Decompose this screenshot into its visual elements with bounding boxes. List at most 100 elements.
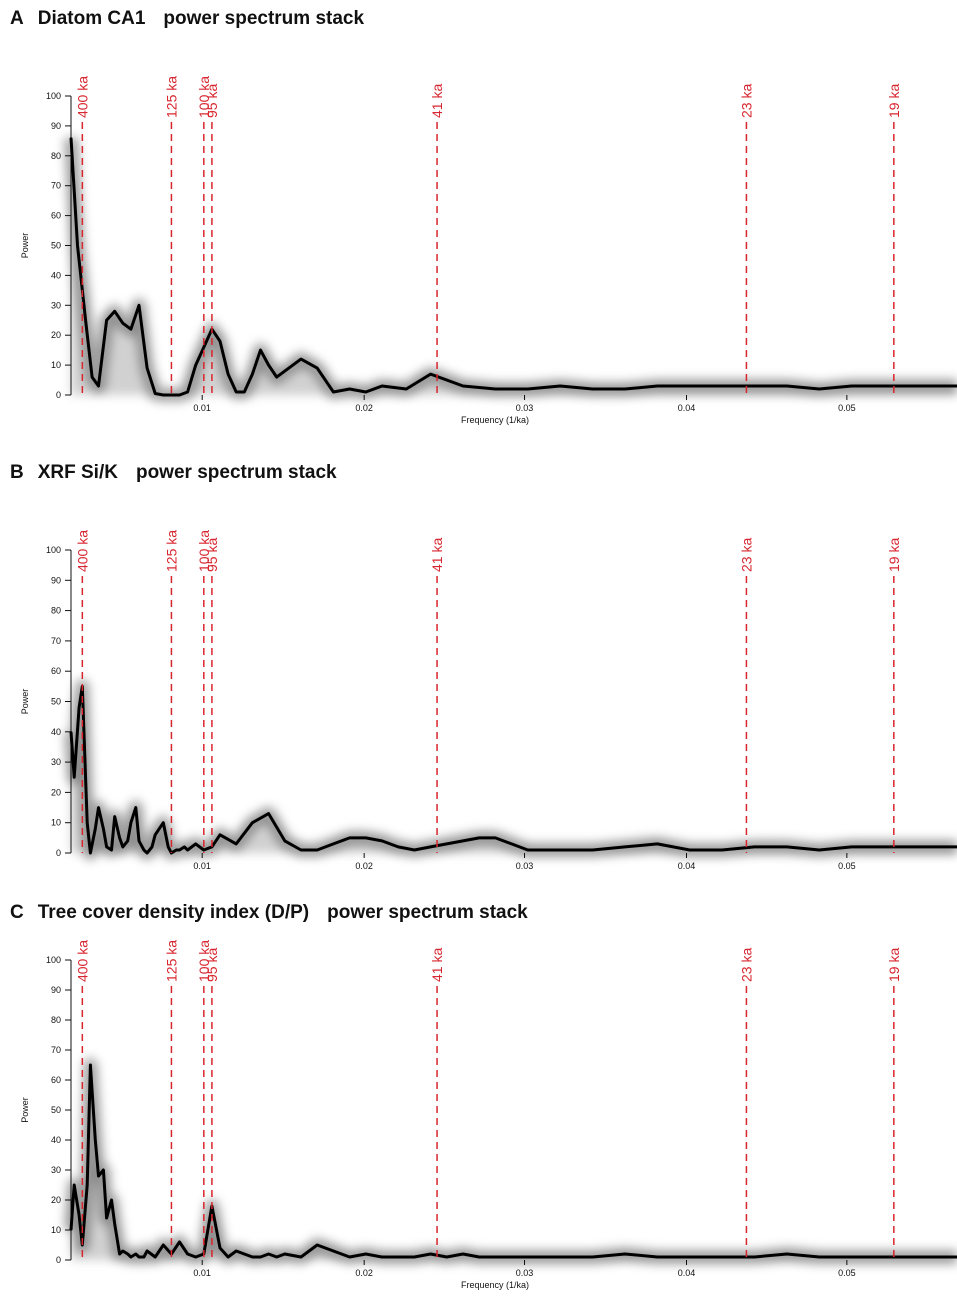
data-point <box>138 1256 140 1258</box>
data-point <box>405 388 408 390</box>
data-point <box>251 1256 254 1258</box>
data-point <box>818 388 821 390</box>
series-line <box>69 137 957 397</box>
y-tick-label: 90 <box>51 985 61 995</box>
data-point <box>332 1250 335 1252</box>
data-point <box>70 730 72 733</box>
panel-c-title-main: Tree cover density index (D/P) <box>37 902 310 923</box>
y-tick-label: 60 <box>51 211 61 221</box>
data-point <box>154 1256 157 1258</box>
data-point <box>259 1256 262 1258</box>
chart-b: 0 10 20 30 40 50 60 70 80 90 100 Power 0.01 0.02 0.03 0… <box>20 530 957 874</box>
period-marker-label: 400 ka <box>74 530 90 572</box>
y-axis-title: Power <box>20 689 30 715</box>
x-tick-label: 0.02 <box>355 403 373 413</box>
data-point <box>688 1256 691 1258</box>
data-point <box>146 1250 149 1252</box>
data-point <box>105 846 108 848</box>
panel-b-title: B XRF Si/K power spectrum stack <box>10 462 337 483</box>
data-point <box>413 1256 416 1258</box>
data-point <box>202 346 205 349</box>
x-tick-label: 0.03 <box>516 861 534 871</box>
data-point <box>267 812 270 815</box>
y-tick-label: 70 <box>51 1045 61 1055</box>
y-tick-label: 80 <box>51 151 61 161</box>
data-point <box>138 304 140 307</box>
x-tick-label: 0.04 <box>678 1268 696 1278</box>
x-tick-label: 0.03 <box>516 403 534 413</box>
data-point <box>259 349 262 351</box>
panel-c: C Tree cover density index (D/P) power spe… <box>0 902 957 1294</box>
data-point <box>102 827 105 830</box>
x-tick-label: 0.03 <box>516 1268 534 1278</box>
period-marker-label: 400 ka <box>74 940 90 982</box>
data-point <box>183 846 186 848</box>
y-tick-label: 40 <box>51 1135 61 1145</box>
data-point <box>753 385 756 387</box>
y-tick-label: 20 <box>51 787 61 797</box>
data-point <box>251 373 254 375</box>
data-point <box>624 1253 626 1255</box>
y-tick-label: 10 <box>51 1225 61 1235</box>
data-point <box>348 837 351 839</box>
data-point <box>656 1256 659 1258</box>
period-marker-label: 100 ka <box>196 76 212 118</box>
y-tick-label: 30 <box>51 757 61 767</box>
data-point <box>219 833 221 836</box>
panel-a-title: A Diatom CA1 power spectrum stack <box>10 8 365 29</box>
data-point <box>267 364 270 366</box>
x-tick-label: 0.01 <box>193 403 211 413</box>
period-marker-label: 125 ka <box>163 76 179 118</box>
data-point <box>167 846 170 848</box>
data-point <box>121 322 124 325</box>
y-tick-label: 20 <box>51 330 61 340</box>
data-point <box>883 846 885 848</box>
data-point <box>283 840 286 842</box>
y-tick-label: 0 <box>56 1255 61 1265</box>
period-marker-label: 41 ka <box>429 84 445 118</box>
y-tick-label: 0 <box>56 848 61 858</box>
data-point <box>194 364 197 366</box>
period-marker-label: 95 ka <box>204 948 220 982</box>
data-point <box>494 837 497 839</box>
y-tick-label: 100 <box>46 91 61 101</box>
data-point <box>118 837 121 839</box>
period-marker-label: 23 ka <box>738 84 754 118</box>
y-tick-label: 100 <box>46 955 61 965</box>
data-point <box>235 843 238 845</box>
data-point <box>300 849 302 851</box>
data-point <box>381 1256 383 1258</box>
period-marker-label: 19 ka <box>886 538 902 572</box>
data-point <box>162 394 165 396</box>
data-point <box>151 846 153 848</box>
data-point <box>118 1253 121 1255</box>
data-point <box>162 1244 165 1246</box>
x-tick-label: 0.01 <box>193 861 211 871</box>
data-point <box>178 1241 181 1243</box>
data-point <box>656 385 659 387</box>
data-point <box>494 388 497 390</box>
data-point <box>130 1256 132 1258</box>
data-point <box>138 840 140 842</box>
data-point <box>134 1253 137 1255</box>
data-point <box>316 849 319 851</box>
data-point <box>915 385 918 387</box>
period-marker-label: 95 ka <box>204 538 220 572</box>
data-point <box>883 385 885 387</box>
period-marker-label: 95 ka <box>204 84 220 118</box>
data-point <box>76 244 79 247</box>
y-tick-label: 90 <box>51 575 61 585</box>
panel-c-title-sub: power spectrum stack <box>327 902 528 923</box>
panel-a-title-main: Diatom CA1 <box>37 8 146 29</box>
x-tick-label: 0.02 <box>355 861 373 871</box>
data-point <box>70 1229 72 1231</box>
data-point <box>381 840 383 842</box>
data-point <box>154 833 157 836</box>
x-tick-label: 0.05 <box>838 1268 856 1278</box>
x-axis-title: Frequency (1/ka) <box>461 415 529 425</box>
data-point <box>110 1199 113 1201</box>
data-point <box>591 1256 594 1258</box>
data-point <box>510 843 513 845</box>
data-point <box>300 1256 302 1258</box>
data-point <box>445 1256 448 1258</box>
